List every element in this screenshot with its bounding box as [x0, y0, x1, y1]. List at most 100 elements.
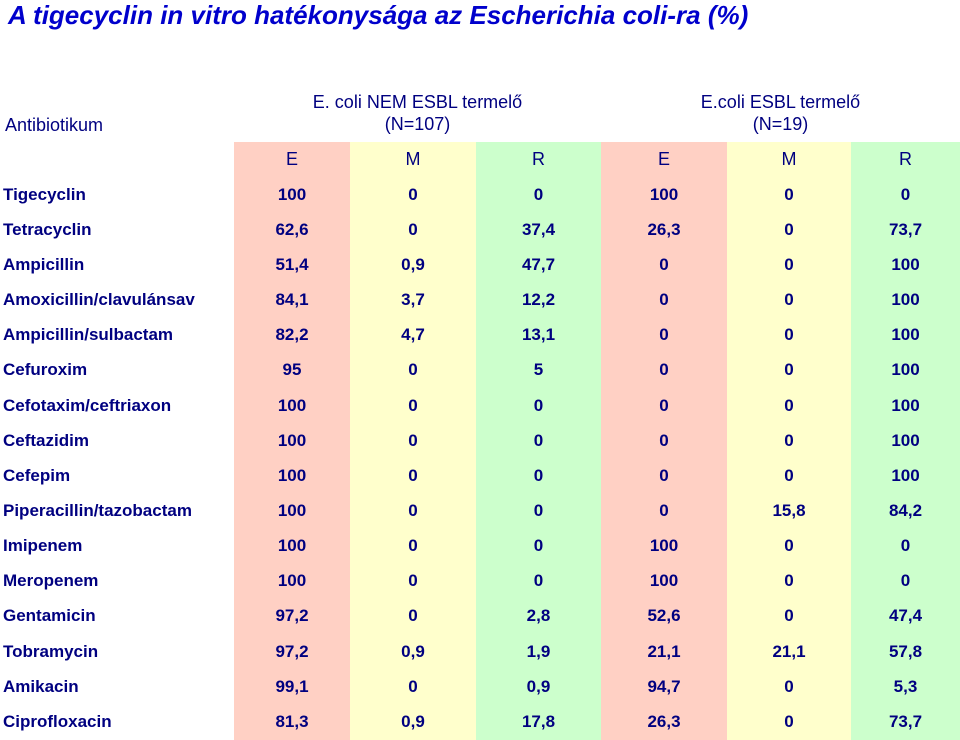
value-cell-e: 97,2	[275, 641, 309, 661]
group-header-non-esbl: E. coli NEM ESBL termelő (N=107)	[234, 91, 601, 135]
subheader-e: E	[285, 149, 298, 170]
antibiotic-name: Cefuroxim	[3, 360, 88, 380]
value-cell-e: 100	[277, 500, 307, 520]
antibiotic-name: Ampicillin	[3, 254, 85, 274]
value-cell-m: 0	[784, 606, 794, 626]
value-cell-r: 73,7	[888, 219, 923, 239]
antibiotic-name: Cefepim	[3, 465, 71, 485]
antibiotic-name: Ampicillin/sulbactam	[3, 325, 174, 345]
value-cell-e: 100	[649, 184, 679, 204]
value-cell-e: 100	[277, 184, 307, 204]
value-cell-m: 0	[784, 571, 794, 591]
value-cell-r: 13,1	[521, 325, 556, 345]
value-cell-r: 0	[533, 184, 544, 204]
value-cell-e: 100	[277, 536, 307, 556]
value-cell-r: 47,4	[888, 606, 923, 626]
table-row: Tobramycin 97,2 0,9 1,9 21,1 21,1 57,8	[0, 634, 960, 669]
value-cell-m: 0	[784, 711, 794, 731]
value-cell-e: 100	[277, 430, 307, 450]
value-cell-m: 0	[784, 290, 794, 310]
value-cell-r: 0	[533, 395, 544, 415]
value-cell-r: 12,2	[521, 290, 556, 310]
subheader-empty	[0, 142, 234, 177]
value-cell-e: 94,7	[647, 676, 681, 696]
value-cell-m: 0,9	[401, 711, 425, 731]
subheader-r: R	[899, 149, 912, 170]
value-cell-r: 5	[533, 360, 544, 380]
value-cell-m: 0	[408, 606, 418, 626]
group-name: E.coli ESBL termelő	[700, 92, 861, 112]
table-row: Tetracyclin 62,6 0 37,4 26,3 0 73,7	[0, 212, 960, 247]
table-row: Cefotaxim/ceftriaxon 100 0 0 0 0 100	[0, 388, 960, 423]
value-cell-e: 0	[659, 254, 669, 274]
value-cell-e: 51,4	[275, 254, 309, 274]
group-name: E. coli NEM ESBL termelő	[312, 92, 523, 112]
value-cell-m: 0	[784, 430, 794, 450]
value-cell-r: 57,8	[888, 641, 923, 661]
page-title: A tigecyclin in vitro hatékonysága az Es…	[8, 0, 749, 30]
value-cell-e: 100	[649, 571, 679, 591]
value-cell-m: 0	[408, 465, 418, 485]
antibiotic-name: Amikacin	[3, 676, 79, 696]
value-cell-e: 0	[659, 290, 669, 310]
table-row: Cefepim 100 0 0 0 0 100	[0, 458, 960, 493]
table-row: Cefuroxim 95 0 5 0 0 100	[0, 353, 960, 388]
value-cell-m: 0	[408, 395, 418, 415]
antibiotic-name: Gentamicin	[3, 606, 96, 626]
table-row: Piperacillin/tazobactam 100 0 0 0 15,8 84,2	[0, 493, 960, 528]
subheader-e: E	[657, 149, 670, 170]
subheader-m: M	[781, 149, 797, 170]
value-cell-r: 0	[533, 536, 544, 556]
value-cell-r: 0	[533, 465, 544, 485]
value-cell-m: 0,9	[401, 254, 425, 274]
value-cell-m: 0	[408, 571, 418, 591]
value-cell-m: 0,9	[401, 641, 425, 661]
value-cell-e: 100	[277, 395, 307, 415]
value-cell-m: 15,8	[772, 500, 806, 520]
value-cell-r: 73,7	[888, 711, 923, 731]
value-cell-m: 4,7	[401, 325, 425, 345]
value-cell-r: 100	[891, 430, 920, 450]
value-cell-e: 0	[659, 360, 669, 380]
susceptibility-table: E M R E M R Tigecyclin 100 0 0 100 0 0 Tetracyc…	[0, 142, 960, 739]
value-cell-e: 0	[659, 465, 669, 485]
value-cell-e: 0	[659, 395, 669, 415]
value-cell-e: 84,1	[275, 290, 309, 310]
value-cell-m: 0	[784, 395, 794, 415]
value-cell-r: 2,8	[526, 606, 551, 626]
value-cell-r: 0	[533, 500, 544, 520]
antibiotic-name: Tobramycin	[3, 641, 99, 661]
value-cell-e: 0	[659, 325, 669, 345]
group-header-esbl: E.coli ESBL termelő (N=19)	[601, 91, 960, 135]
value-cell-m: 0	[784, 676, 794, 696]
value-cell-e: 21,1	[647, 641, 681, 661]
value-cell-m: 0	[408, 360, 418, 380]
table-row: Ciprofloxacin 81,3 0,9 17,8 26,3 0 73,7	[0, 704, 960, 739]
antibiotic-name: Ciprofloxacin	[3, 711, 112, 731]
column-background-m	[350, 142, 476, 740]
value-cell-r: 0	[533, 430, 544, 450]
group-count: (N=19)	[752, 114, 809, 134]
antibiotic-column-header: Antibiotikum	[5, 115, 104, 135]
value-cell-r: 0,9	[526, 676, 551, 696]
value-cell-e: 95	[282, 360, 302, 380]
table-row: Amikacin 99,1 0 0,9 94,7 0 5,3	[0, 669, 960, 704]
table-row: Meropenem 100 0 0 100 0 0	[0, 564, 960, 599]
value-cell-e: 82,2	[275, 325, 309, 345]
value-cell-r: 100	[891, 360, 920, 380]
value-cell-r: 100	[891, 325, 920, 345]
table-row: Ampicillin/sulbactam 82,2 4,7 13,1 0 0 100	[0, 318, 960, 353]
value-cell-m: 0	[784, 254, 794, 274]
value-cell-r: 0	[900, 184, 911, 204]
value-cell-m: 0	[408, 184, 418, 204]
antibiotic-name: Amoxicillin/clavulánsav	[3, 290, 195, 310]
value-cell-r: 100	[891, 465, 920, 485]
value-cell-e: 0	[659, 500, 669, 520]
antibiotic-name: Tigecyclin	[3, 184, 86, 204]
value-cell-m: 21,1	[772, 641, 806, 661]
group-count: (N=107)	[384, 114, 451, 134]
column-background-e	[234, 142, 350, 740]
value-cell-m: 0	[408, 536, 418, 556]
value-cell-e: 100	[649, 536, 679, 556]
value-cell-m: 0	[784, 219, 794, 239]
